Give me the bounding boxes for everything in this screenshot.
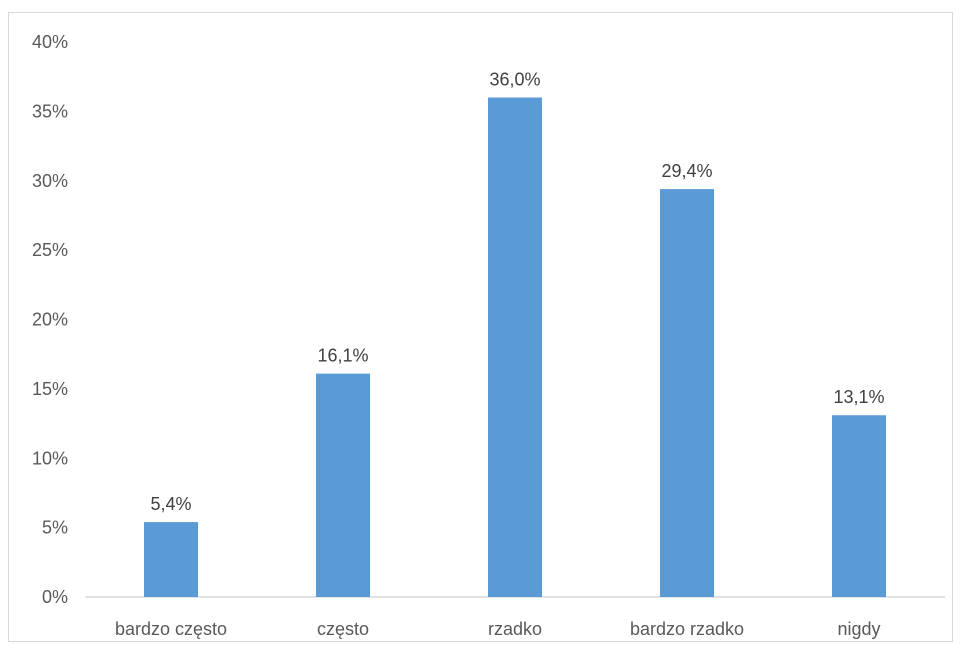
y-tick-label: 20%: [32, 310, 68, 330]
bar-data-label: 29,4%: [661, 161, 712, 181]
y-tick-label: 25%: [32, 240, 68, 260]
data-labels: 5,4% 16,1% 36,0% 29,4% 13,1%: [150, 70, 884, 515]
y-tick-label: 35%: [32, 101, 68, 121]
bar: [832, 415, 886, 597]
bar-data-label: 5,4%: [150, 494, 191, 514]
y-tick-label: 40%: [32, 32, 68, 52]
bar: [144, 522, 198, 597]
x-tick-label: nigdy: [837, 619, 880, 639]
bar: [488, 97, 542, 597]
bar: [660, 189, 714, 597]
y-tick-label: 15%: [32, 379, 68, 399]
bars: [144, 97, 886, 597]
x-tick-label: bardzo rzadko: [630, 619, 744, 639]
y-tick-label: 5%: [42, 518, 68, 538]
x-tick-label: często: [317, 619, 369, 639]
y-axis-tick-labels: 0% 5% 10% 15% 20% 25% 30% 35% 40%: [32, 32, 68, 607]
x-tick-label: bardzo często: [115, 619, 227, 639]
bar-data-label: 13,1%: [833, 387, 884, 407]
y-tick-label: 30%: [32, 171, 68, 191]
y-tick-label: 0%: [42, 587, 68, 607]
x-tick-label: rzadko: [488, 619, 542, 639]
bar-data-label: 36,0%: [489, 70, 540, 90]
bar-data-label: 16,1%: [317, 346, 368, 366]
bar: [316, 373, 370, 597]
x-axis-tick-labels: bardzo często często rzadko bardzo rzadko ni…: [115, 619, 881, 639]
y-tick-label: 10%: [32, 448, 68, 468]
